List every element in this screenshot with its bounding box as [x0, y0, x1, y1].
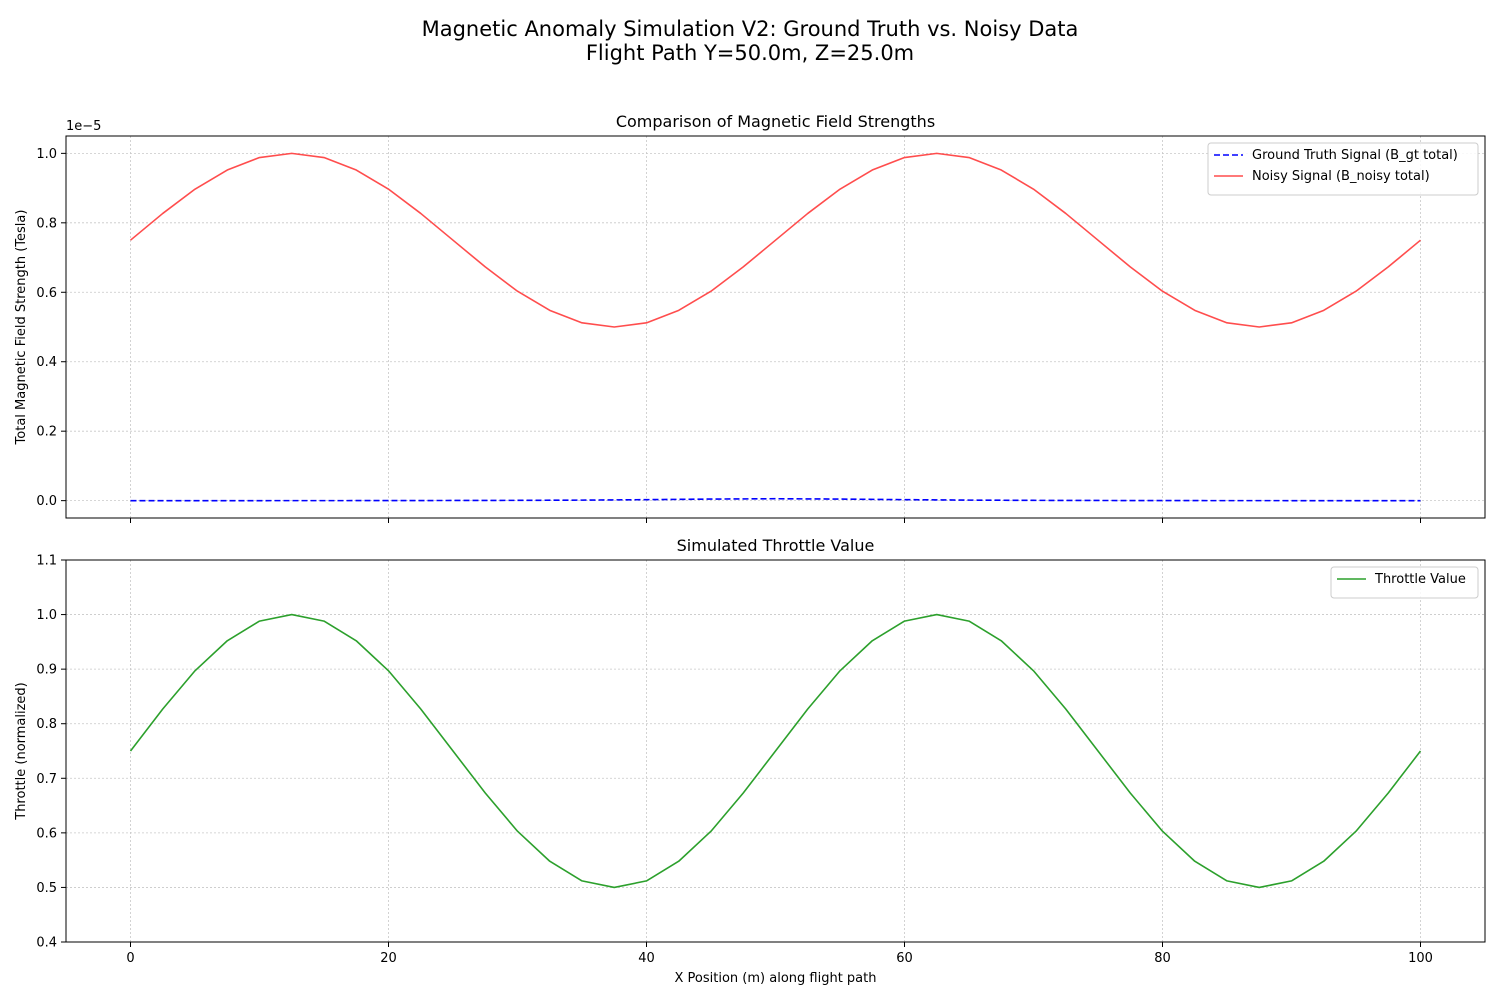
legend-label: Noisy Signal (B_noisy total)	[1252, 169, 1430, 184]
subplot-title: Comparison of Magnetic Field Strengths	[616, 112, 935, 131]
x-axis-label: X Position (m) along flight path	[675, 971, 877, 986]
subplot-title: Simulated Throttle Value	[677, 536, 875, 555]
y-tick-label: 0.2	[36, 425, 57, 440]
y-tick-label: 0.8	[36, 717, 57, 732]
y-tick-label: 0.4	[36, 936, 57, 951]
legend-box	[1330, 566, 1479, 599]
legend: Throttle Value	[1330, 566, 1479, 599]
subplot-2: 0 20 40 60 80 100 0.4 0.5 0.6 0.7 0.8 0.9 1.0 1.1 Simu…	[14, 536, 1486, 986]
figure-title-line-1: Magnetic Anomaly Simulation V2: Ground T…	[421, 17, 1079, 41]
axes-frame	[65, 135, 1486, 519]
y-tick-label: 0.0	[36, 494, 57, 509]
y-tick-label: 0.7	[36, 772, 57, 787]
x-tick-label: 60	[896, 951, 913, 966]
x-tick-label: 0	[126, 951, 134, 966]
subplot-1: 0.0 0.2 0.4 0.6 0.8 1.0 Comparison of Magnetic…	[14, 112, 1486, 523]
legend-label: Throttle Value	[1374, 572, 1466, 587]
series-line-1	[130, 497, 1421, 502]
y-offset-label: 1e−5	[66, 119, 101, 134]
y-tick-label: 1.0	[36, 147, 57, 162]
x-tick-label: 40	[638, 951, 655, 966]
axes-frame	[65, 559, 1486, 943]
y-tick-label: 0.5	[36, 881, 57, 896]
y-tick-label: 1.0	[36, 608, 57, 623]
y-tick-label: 0.6	[36, 286, 57, 301]
x-tick-label: 100	[1408, 951, 1433, 966]
x-tick-label: 80	[1154, 951, 1171, 966]
y-tick-label: 0.6	[36, 826, 57, 841]
y-tick-label: 1.1	[36, 554, 57, 569]
y-axis-label: Total Magnetic Field Strength (Tesla)	[14, 210, 29, 446]
y-axis-label: Throttle (normalized)	[14, 682, 29, 821]
x-tick-label: 20	[380, 951, 397, 966]
legend: Ground Truth Signal (B_gt total) Noisy Si…	[1207, 142, 1479, 196]
legend-label: Ground Truth Signal (B_gt total)	[1252, 148, 1458, 163]
series-line-2	[129, 152, 1422, 328]
y-tick-label: 0.9	[36, 663, 57, 678]
legend-box	[1207, 142, 1479, 196]
y-tick-label: 0.4	[36, 355, 57, 370]
series-line-1	[129, 613, 1422, 889]
figure-title-line-2: Flight Path Y=50.0m, Z=25.0m	[585, 41, 915, 65]
y-tick-label: 0.8	[36, 216, 57, 231]
